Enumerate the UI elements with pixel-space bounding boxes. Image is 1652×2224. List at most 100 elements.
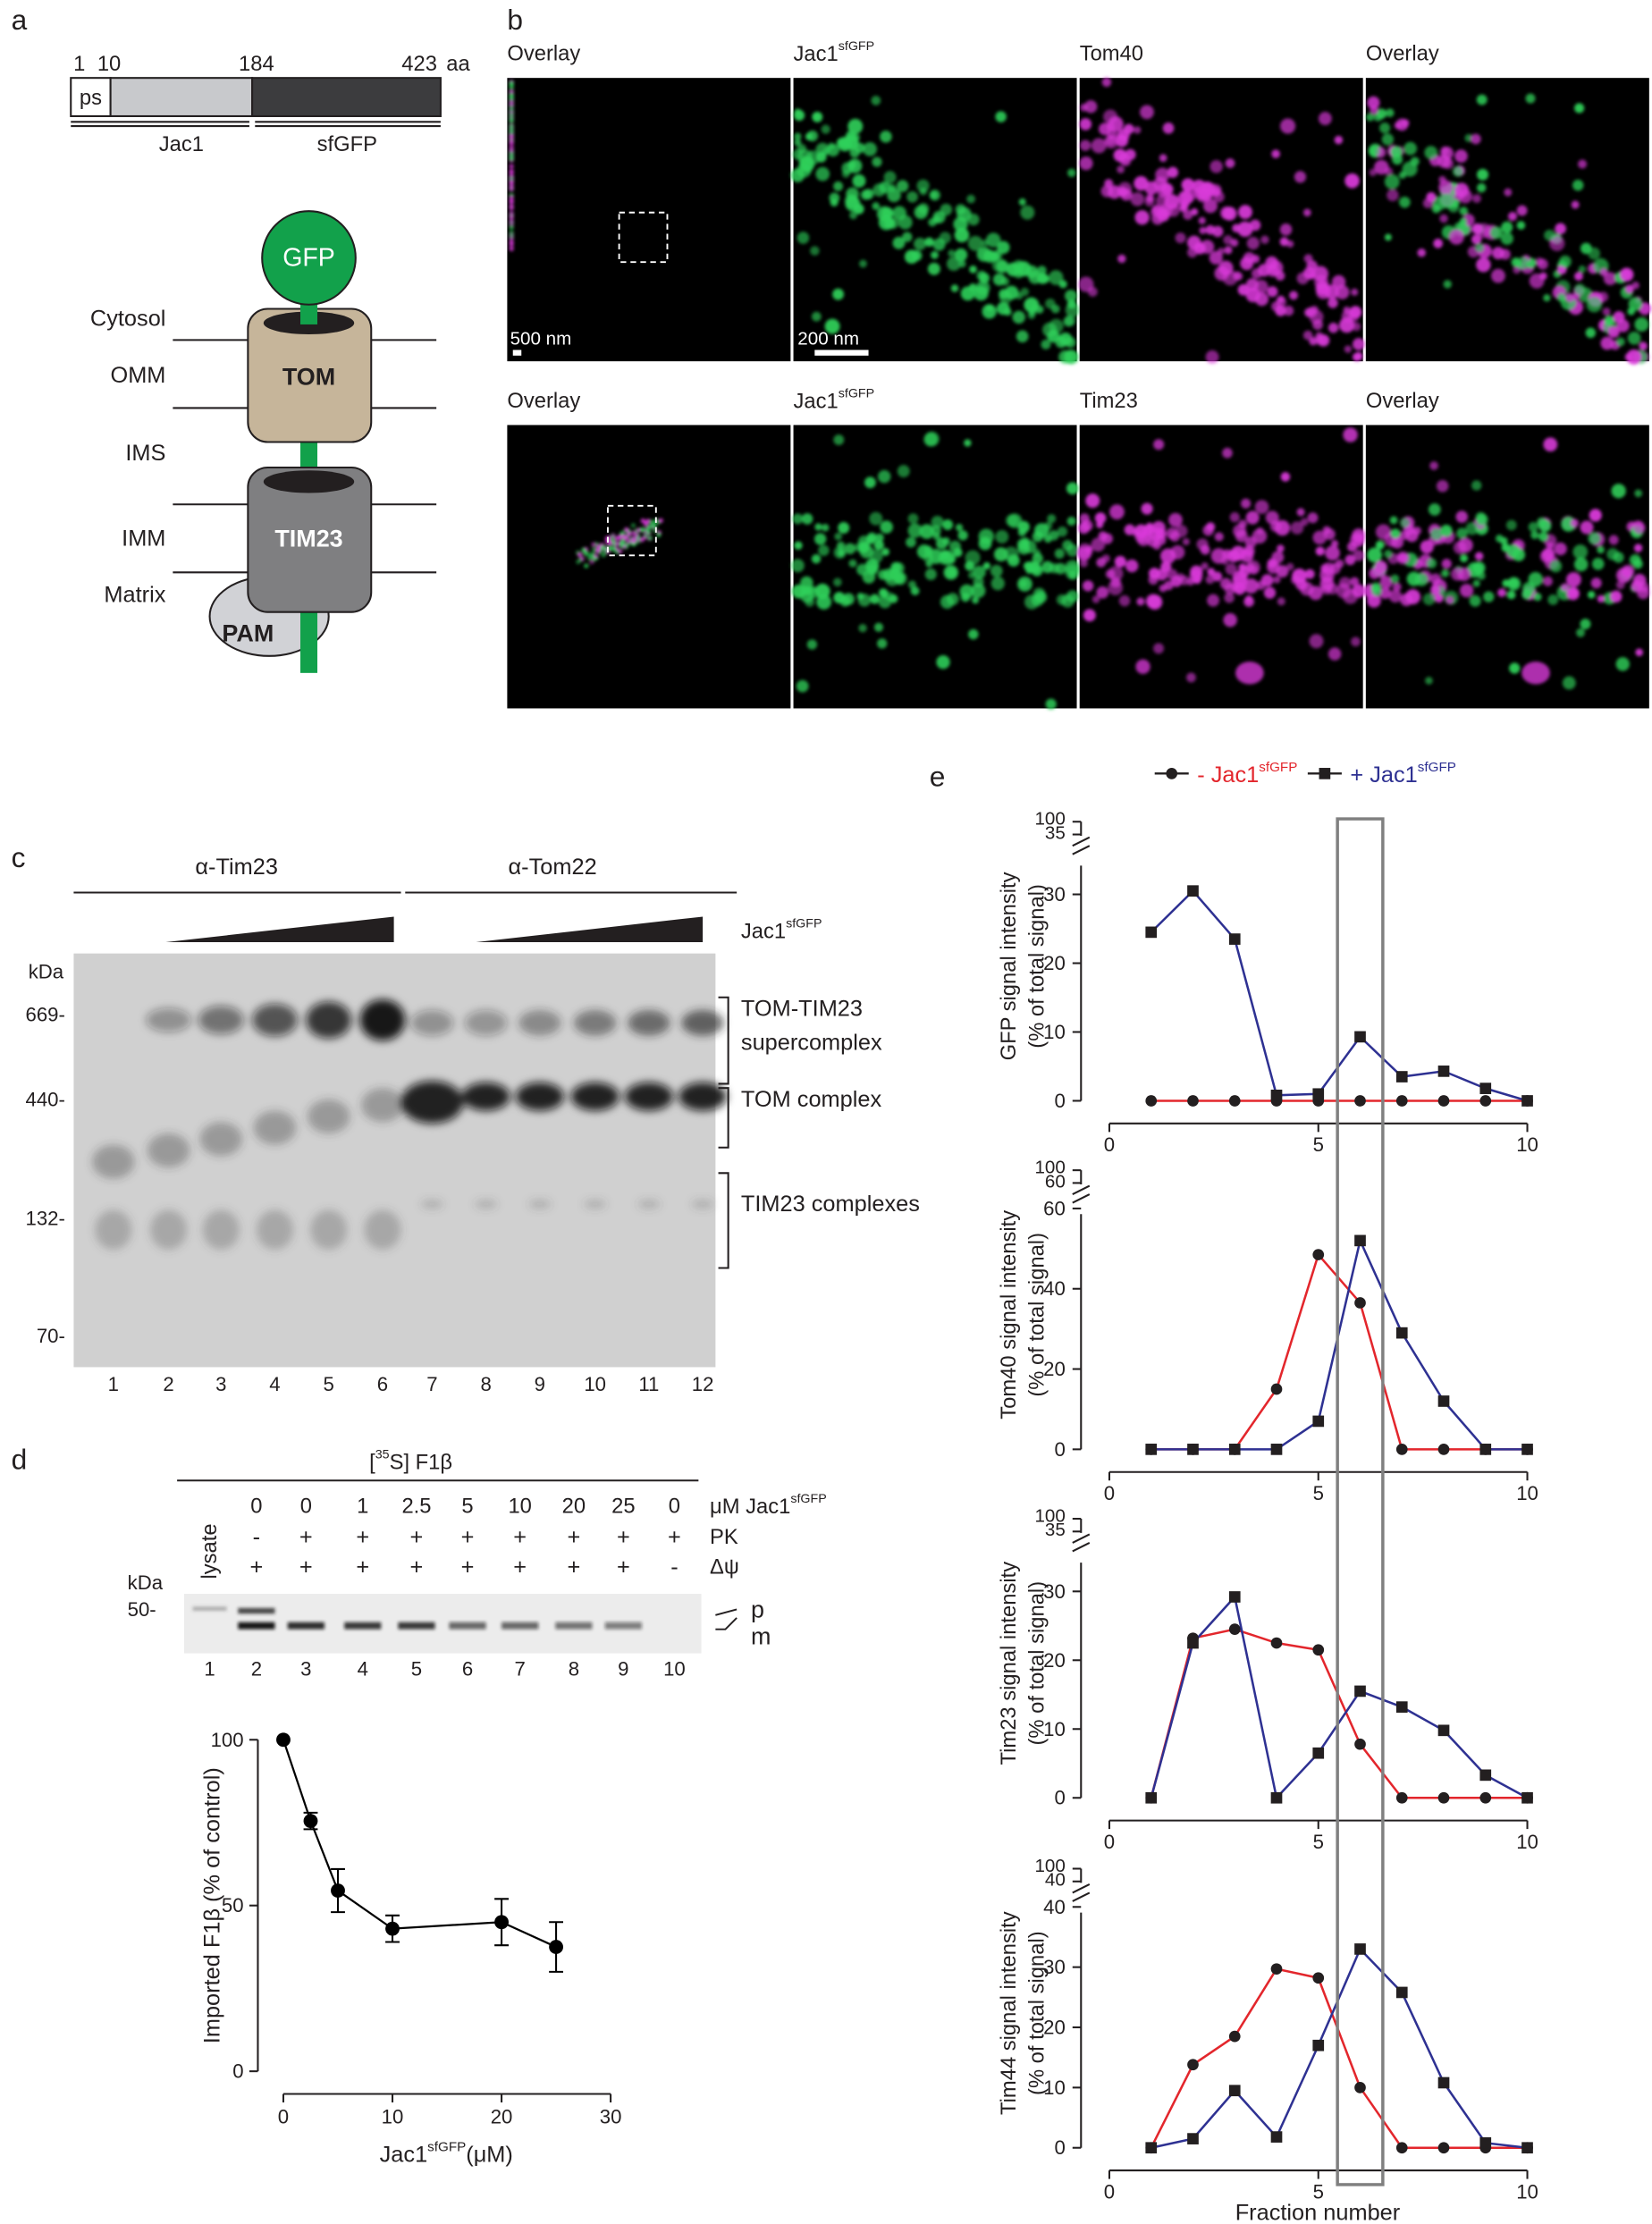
- micrograph-speckle: [1430, 528, 1443, 541]
- micrograph-speckle: [936, 537, 948, 550]
- micrograph-speckle: [509, 85, 514, 90]
- superscript: sfGFP: [839, 39, 874, 54]
- micrograph-speckle: [1222, 447, 1233, 459]
- y-tick-label: 20: [1043, 952, 1066, 974]
- micrograph-speckle: [1469, 594, 1481, 607]
- micrograph-speckle: [796, 679, 809, 693]
- micrograph-speckle: [1213, 190, 1225, 203]
- micrograph-speckle: [1414, 572, 1429, 586]
- gel-band: [573, 1010, 617, 1036]
- micrograph-speckle: [978, 528, 994, 544]
- data-point: [1437, 1791, 1450, 1804]
- micrograph-speckle: [1371, 585, 1382, 597]
- micrograph-speckle: [863, 142, 878, 156]
- micrograph-speckle: [1016, 330, 1029, 343]
- micrograph: [790, 78, 1080, 365]
- x-tick-label: 10: [1516, 1482, 1538, 1504]
- micrograph-speckle: [1476, 94, 1488, 105]
- complex-label: supercomplex: [741, 1030, 882, 1055]
- micrograph-speckle: [1431, 204, 1441, 214]
- micrograph-speckle: [1027, 311, 1036, 320]
- micrograph-speckle: [803, 164, 813, 173]
- data-point: [1187, 2133, 1199, 2144]
- gfp-domain: [261, 210, 357, 306]
- micrograph-speckle: [1572, 544, 1589, 560]
- micrograph-speckle: [1186, 577, 1195, 586]
- text-part: [: [369, 1450, 375, 1474]
- data-line: [1150, 889, 1528, 1102]
- micrograph-speckle: [1193, 242, 1206, 255]
- micrograph-speckle: [936, 655, 950, 670]
- micrograph-speckle: [878, 588, 888, 597]
- micrograph-speckle: [1134, 175, 1149, 191]
- micrograph-speckle: [1300, 518, 1309, 527]
- data-point: [1437, 1066, 1450, 1077]
- text-part: Jac1: [741, 919, 786, 943]
- micrograph-speckle: [1164, 580, 1174, 591]
- micrograph-speckle: [826, 143, 840, 157]
- micrograph-speckle: [1367, 96, 1380, 109]
- micrograph-speckle: [1225, 563, 1237, 576]
- micrograph-speckle: [1580, 619, 1591, 630]
- x-tick-label: 5: [1313, 1482, 1324, 1504]
- concentration: 20: [562, 1494, 586, 1518]
- gel-band: [150, 1209, 188, 1250]
- data-point: [1395, 1095, 1408, 1107]
- gel-band: [238, 1607, 275, 1614]
- gel-band: [202, 1209, 240, 1250]
- micrograph-speckle: [1554, 542, 1567, 556]
- micrograph-speckle: [1031, 565, 1043, 577]
- micrograph-background: [1365, 425, 1649, 709]
- data-point: [303, 1814, 318, 1829]
- micrograph-speckle: [968, 628, 979, 640]
- micrograph-speckle: [1352, 322, 1361, 332]
- titration-wedge: [476, 916, 704, 942]
- residue-position: 10: [97, 52, 121, 76]
- y-tick-label: 0: [1055, 1787, 1066, 1809]
- gel-band: [146, 1007, 191, 1032]
- micrograph-speckle: [1156, 569, 1168, 581]
- micrograph-speckle: [1084, 100, 1098, 114]
- micrograph-speckle: [509, 218, 514, 223]
- lane-number: 1: [108, 1373, 119, 1395]
- micrograph-speckle: [643, 533, 648, 538]
- y-break-label: 100: [1034, 1505, 1065, 1526]
- micrograph-speckle: [1312, 319, 1323, 331]
- y-tick-label: 30: [1043, 1956, 1066, 1978]
- gel-band: [528, 1200, 552, 1209]
- micrograph-speckle: [1151, 204, 1162, 215]
- data-point: [1437, 2077, 1450, 2089]
- micrograph-speckle: [992, 249, 1003, 259]
- micrograph-speckle: [1054, 548, 1065, 559]
- micrograph-speckle: [1453, 165, 1463, 177]
- data-point: [1187, 1637, 1199, 1649]
- micrograph-speckle: [1390, 146, 1403, 158]
- micrograph-speckle: [1153, 439, 1165, 451]
- micrograph-speckle: [864, 476, 876, 489]
- micrograph-speckle: [1328, 298, 1338, 308]
- micrograph-speckle: [1198, 216, 1206, 224]
- micrograph-speckle: [812, 111, 823, 122]
- data-point: [276, 1732, 291, 1748]
- micrograph-speckle: [1455, 510, 1469, 523]
- micrograph-speckle: [964, 439, 972, 447]
- micrograph-speckle: [1474, 243, 1485, 253]
- micrograph-speckle: [1166, 527, 1178, 540]
- micrograph-speckle: [1041, 339, 1051, 350]
- micrograph-speckle: [1265, 510, 1279, 525]
- micrograph-speckle: [889, 594, 898, 603]
- micrograph-speckle: [837, 541, 846, 551]
- micrograph-speckle: [1530, 530, 1539, 540]
- micrograph-speckle: [1103, 109, 1118, 124]
- concentration: 0: [300, 1494, 312, 1518]
- micrograph-speckle: [1369, 146, 1379, 156]
- compartment-label: Cytosol: [90, 307, 166, 332]
- micrograph-speckle: [1145, 194, 1155, 203]
- micrograph-speckle: [1135, 659, 1150, 675]
- data-point: [1228, 1623, 1241, 1635]
- y-axis-title: (% of total signal): [1025, 1233, 1049, 1397]
- micrograph-speckle: [1634, 316, 1649, 333]
- tom-label: TOM: [282, 364, 335, 391]
- gel-band: [307, 1099, 350, 1133]
- x-tick-label: 20: [491, 2105, 513, 2127]
